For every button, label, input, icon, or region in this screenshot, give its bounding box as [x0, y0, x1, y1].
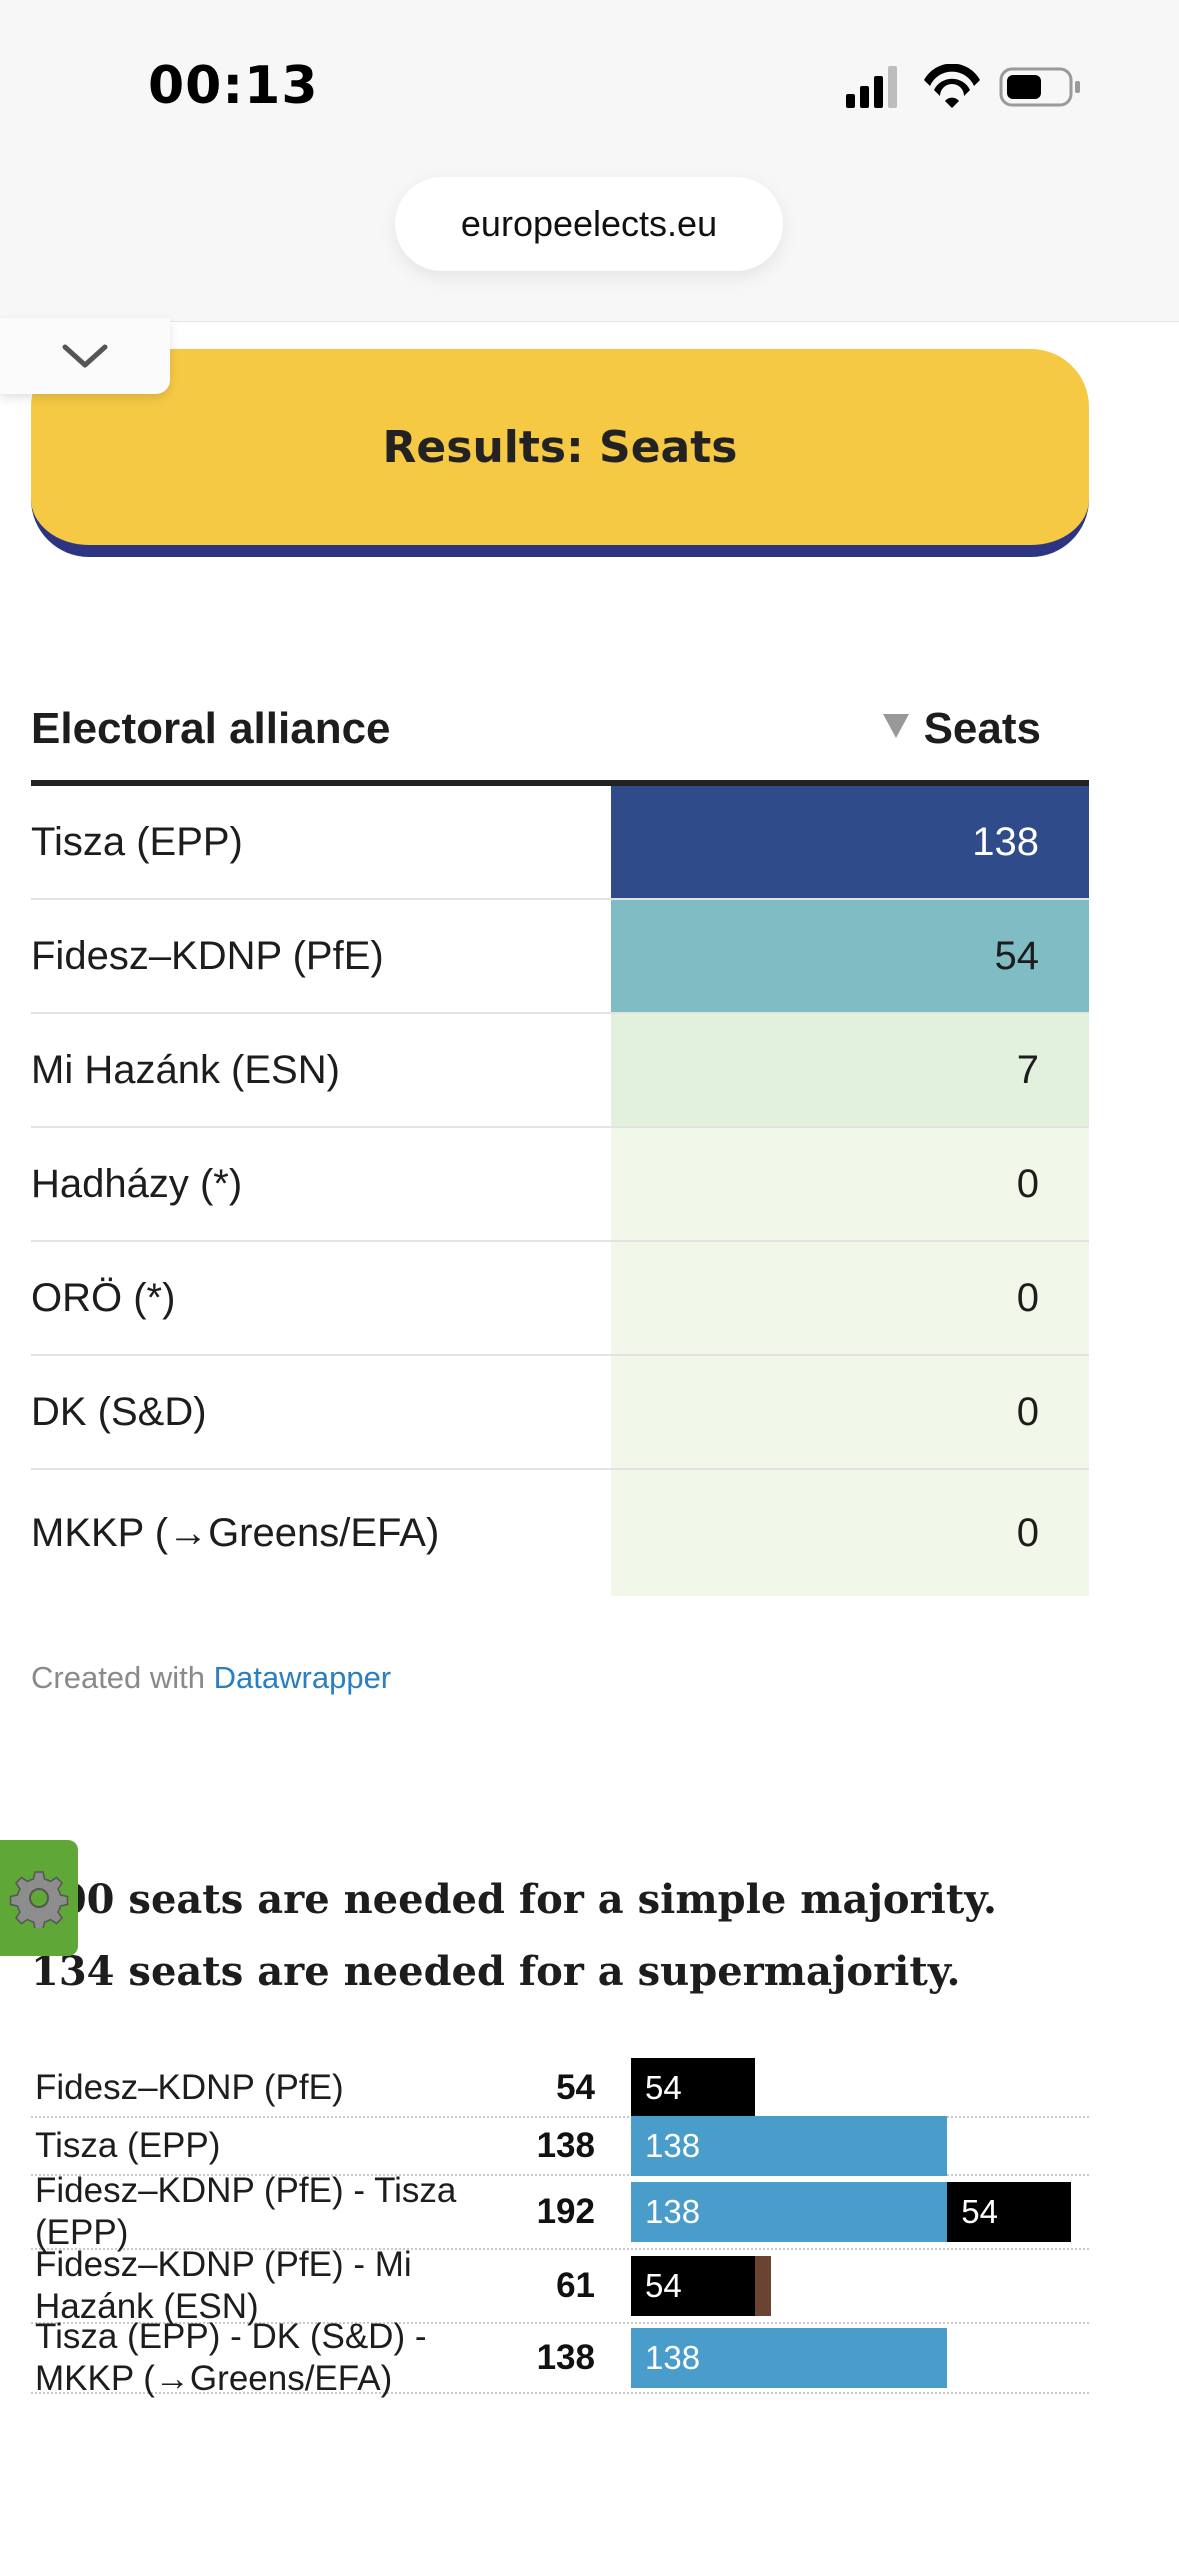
- seats-value: 7: [611, 1014, 1089, 1126]
- bar-segment: 54: [631, 2256, 755, 2316]
- gear-icon: [9, 1871, 69, 1928]
- seats-value: 138: [611, 786, 1089, 898]
- table-row: MKKP (→Greens/EFA) 0: [31, 1470, 1089, 1596]
- bar-track: 138: [631, 2116, 1087, 2176]
- column-header-alliance[interactable]: Electoral alliance: [31, 704, 391, 753]
- bar-row: Tisza (EPP) - DK (S&D) - MKKP (→Greens/E…: [31, 2317, 1089, 2398]
- bar-track: 54: [631, 2250, 1087, 2322]
- alliance-name: DK (S&D): [31, 1389, 207, 1434]
- browser-top-bar: 00:13 europeelects.eu: [0, 0, 1179, 322]
- table-row: DK (S&D) 0: [31, 1356, 1089, 1470]
- column-header-seats[interactable]: Seats: [923, 704, 1041, 753]
- alliance-name: Fidesz–KDNP (PfE): [31, 933, 384, 978]
- table-row: Hadházy (*) 0: [31, 1128, 1089, 1242]
- alliance-name: Mi Hazánk (ESN): [31, 1047, 340, 1092]
- bar-segment: [754, 2256, 771, 2316]
- bar-row: Tisza (EPP) 138 138: [31, 2116, 1089, 2176]
- bar-total: 54: [556, 2068, 595, 2107]
- settings-widget[interactable]: [0, 1840, 78, 1956]
- bar-label: Fidesz–KDNP (PfE) - Mi Hazánk (ESN): [35, 2245, 412, 2326]
- seats-value: 0: [611, 1242, 1089, 1354]
- results-seats-button[interactable]: Results: Seats: [31, 349, 1089, 557]
- bar-label: Tisza (EPP): [35, 2126, 221, 2165]
- chevron-down-icon: [62, 344, 108, 368]
- bar-total: 61: [556, 2266, 595, 2305]
- table-body: Tisza (EPP) 138 Fidesz–KDNP (PfE) 54 Mi Hazá…: [31, 786, 1089, 1596]
- wifi-icon: [924, 64, 980, 108]
- bar-segment: 138: [631, 2182, 948, 2242]
- table-row: Fidesz–KDNP (PfE) 54: [31, 900, 1089, 1014]
- bar-track: 138 54: [631, 2176, 1087, 2248]
- bar-track: 138: [631, 2324, 1087, 2392]
- bar-segment: 138: [631, 2328, 948, 2388]
- bar-segment: 54: [631, 2058, 755, 2118]
- url-bar[interactable]: europeelects.eu: [395, 177, 783, 271]
- majority-heading: 100 seats are needed for a simple majori…: [31, 1876, 997, 1995]
- alliance-name: ORÖ (*): [31, 1275, 176, 1320]
- bar-label: Tisza (EPP) - DK (S&D) - MKKP (→Greens/E…: [35, 2317, 427, 2398]
- bar-row: Fidesz–KDNP (PfE) - Mi Hazánk (ESN) 61 54: [31, 2245, 1089, 2326]
- seats-value: 54: [611, 900, 1089, 1012]
- bar-label: Fidesz–KDNP (PfE) - Tisza (EPP): [35, 2171, 457, 2252]
- datawrapper-credit: Created with Datawrapper: [31, 1660, 391, 1696]
- battery-icon: [999, 67, 1080, 107]
- bar-segment: 54: [947, 2182, 1071, 2242]
- signal-icon: [846, 66, 897, 108]
- status-time: 00:13: [148, 56, 319, 116]
- seats-table: Electoral alliance Seats Tisza (EPP) 138 F…: [31, 700, 1089, 1596]
- sort-arrow-icon[interactable]: [883, 714, 909, 738]
- bar-total: 138: [536, 2126, 595, 2165]
- bar-segment: 138: [631, 2116, 948, 2176]
- status-icons: [846, 64, 1080, 108]
- seats-value: 0: [611, 1128, 1089, 1240]
- seats-value: 0: [611, 1356, 1089, 1468]
- table-header: Electoral alliance Seats: [31, 700, 1089, 786]
- credit-prefix: Created with: [31, 1660, 206, 1695]
- seats-value: 0: [611, 1470, 1089, 1596]
- bar-track: 54: [631, 2058, 1087, 2118]
- collapse-toggle[interactable]: [0, 318, 170, 394]
- bar-total: 138: [536, 2338, 595, 2377]
- table-row: Mi Hazánk (ESN) 7: [31, 1014, 1089, 1128]
- bar-label: Fidesz–KDNP (PfE): [35, 2068, 344, 2107]
- coalition-bar-chart: Fidesz–KDNP (PfE) 54 54 Tisza (EPP) 138 138 Fi…: [31, 2058, 1089, 2398]
- table-row: Tisza (EPP) 138: [31, 786, 1089, 900]
- alliance-name: Tisza (EPP): [31, 819, 243, 864]
- alliance-name: MKKP (→Greens/EFA): [31, 1510, 440, 1555]
- bar-total: 192: [536, 2192, 595, 2231]
- alliance-name: Hadházy (*): [31, 1161, 243, 1206]
- bar-row: Fidesz–KDNP (PfE) 54 54: [31, 2058, 1089, 2118]
- table-row: ORÖ (*) 0: [31, 1242, 1089, 1356]
- bar-row: Fidesz–KDNP (PfE) - Tisza (EPP) 192 138 54: [31, 2171, 1089, 2252]
- datawrapper-link[interactable]: Datawrapper: [213, 1660, 392, 1695]
